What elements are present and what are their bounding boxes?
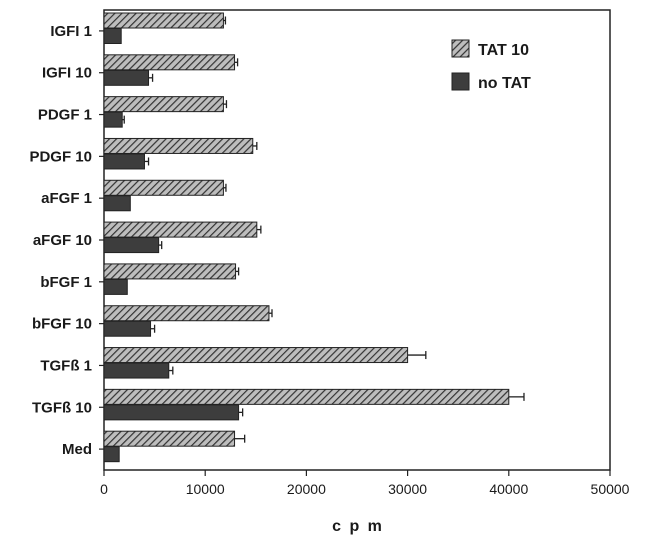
category-label-med: Med xyxy=(62,441,92,458)
category-label-pdgf-1: PDGF 1 xyxy=(38,107,92,124)
bar-notat-pdgf-1 xyxy=(103,111,123,128)
legend-label-tat10: TAT 10 xyxy=(478,42,529,59)
bar-notat-tgfß-1 xyxy=(103,362,170,379)
bar-notat-pdgf-10 xyxy=(103,153,145,170)
bar-tat10-igfi-1 xyxy=(103,12,224,29)
category-label-afgf-10: aFGF 10 xyxy=(33,232,92,249)
x-tick-label-20000: 20000 xyxy=(287,481,326,497)
x-tick-label-10000: 10000 xyxy=(186,481,225,497)
bar-notat-tgfß-10 xyxy=(103,404,240,421)
legend: TAT 10 no TAT xyxy=(451,39,531,92)
bar-tat10-igfi-10 xyxy=(103,54,236,71)
plot-area: IGFI 1 IGFI 10 PDGF 1 PDGF 10 aFGF 1 aFGF 10 b… xyxy=(29,9,630,497)
category-label-igfi-1: IGFI 1 xyxy=(50,23,92,40)
bar-notat-med xyxy=(103,446,120,463)
bar-notat-afgf-1 xyxy=(103,195,131,212)
bar-notat-igfi-1 xyxy=(103,28,122,44)
x-tick-label-30000: 30000 xyxy=(388,481,427,497)
bar-notat-bfgf-1 xyxy=(103,278,128,295)
category-label-tgfß-1: TGFß 1 xyxy=(40,357,92,374)
bar-tat10-tgfß-1 xyxy=(103,347,409,364)
bar-tat10-afgf-10 xyxy=(103,221,258,238)
category-label-igfi-10: IGFI 10 xyxy=(42,65,92,82)
x-tick-label-40000: 40000 xyxy=(489,481,528,497)
category-label-bfgf-10: bFGF 10 xyxy=(32,316,92,333)
bar-tat10-bfgf-10 xyxy=(103,305,270,322)
category-label-pdgf-10: PDGF 10 xyxy=(29,148,92,165)
x-tick-label-50000: 50000 xyxy=(591,481,630,497)
category-label-afgf-1: aFGF 1 xyxy=(41,190,92,207)
bar-tat10-bfgf-1 xyxy=(103,263,237,280)
bar-notat-igfi-10 xyxy=(103,69,150,86)
bar-notat-afgf-10 xyxy=(103,237,160,254)
legend-label-notat: no TAT xyxy=(478,75,531,92)
bar-notat-bfgf-10 xyxy=(103,320,152,337)
bar-tat10-pdgf-1 xyxy=(103,96,224,113)
bar-tat10-pdgf-10 xyxy=(103,137,254,154)
bar-tat10-tgfß-10 xyxy=(103,388,510,405)
category-label-bfgf-1: bFGF 1 xyxy=(40,274,92,291)
x-axis-title: c p m xyxy=(332,518,384,535)
legend-swatch-notat xyxy=(451,72,470,91)
bar-tat10-med xyxy=(103,430,236,447)
x-tick-label-0: 0 xyxy=(100,481,108,497)
legend-swatch-tat10 xyxy=(451,39,470,58)
bar-tat10-afgf-1 xyxy=(103,179,224,196)
category-label-tgfß-10: TGFß 10 xyxy=(32,399,92,416)
